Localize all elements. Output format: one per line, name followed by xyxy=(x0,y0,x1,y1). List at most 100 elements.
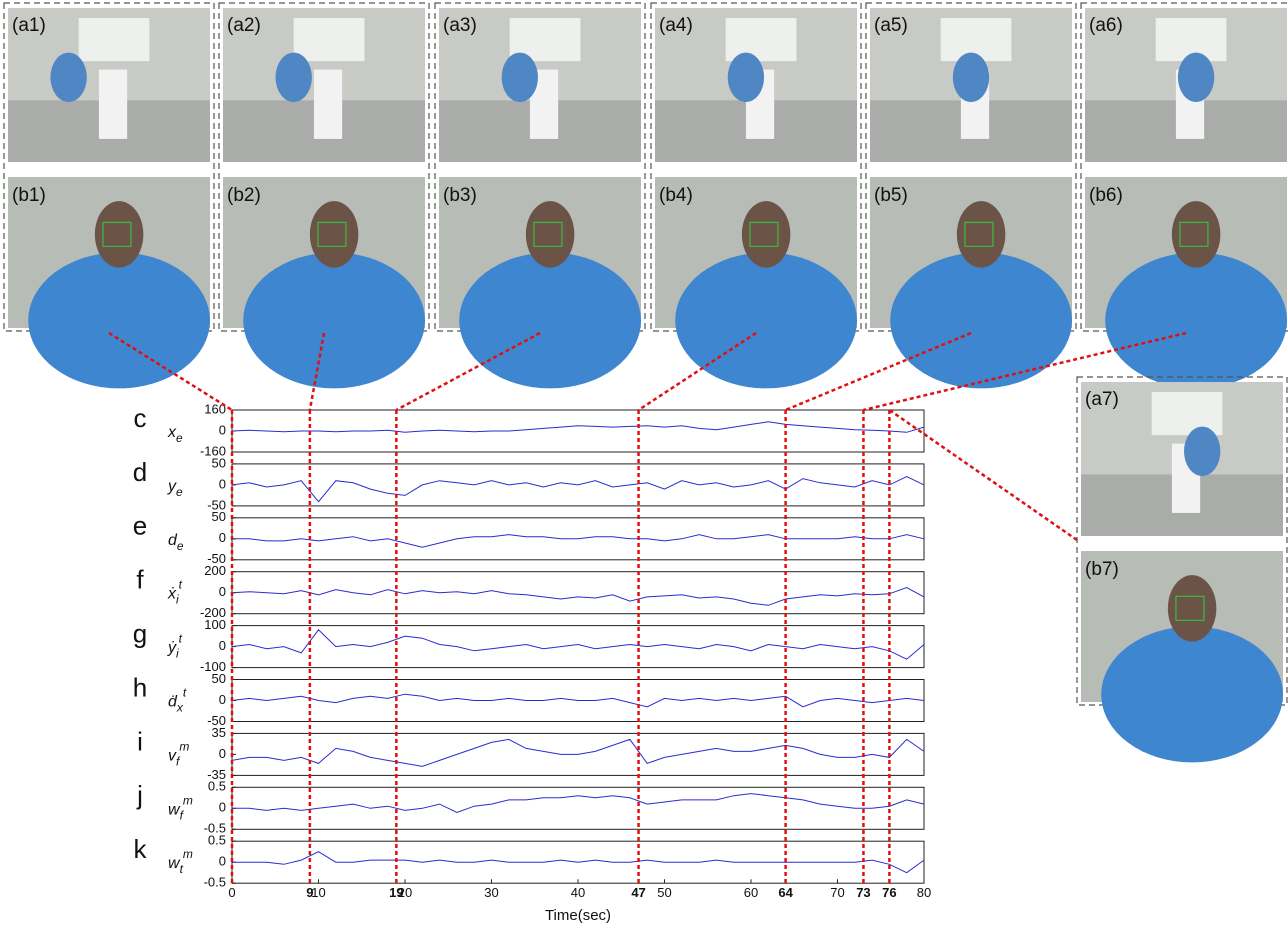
person xyxy=(50,53,86,102)
y-label-sub: i xyxy=(176,647,179,661)
event-label: 64 xyxy=(778,885,793,900)
person xyxy=(243,253,425,389)
person xyxy=(502,53,538,102)
head xyxy=(526,201,574,267)
y-label-sub: i xyxy=(176,593,179,607)
robot xyxy=(99,70,127,139)
plot-frame xyxy=(232,410,924,452)
panel-label: (b5) xyxy=(874,185,908,206)
panel-label: (a2) xyxy=(227,15,261,36)
person xyxy=(728,53,764,102)
panel-label: (b6) xyxy=(1089,185,1123,206)
whiteboard xyxy=(294,18,365,61)
panel-letter: c xyxy=(134,403,147,433)
y-tick-label: 0 xyxy=(219,476,226,491)
y-axis-label: ẏit xyxy=(167,632,183,661)
y-tick-label: 0 xyxy=(219,692,226,707)
panel-label: (b2) xyxy=(227,185,261,206)
head xyxy=(95,201,143,267)
signal-line xyxy=(232,852,924,873)
whiteboard xyxy=(726,18,797,61)
head xyxy=(310,201,358,267)
y-tick-label: 0 xyxy=(219,584,226,599)
panel-label: (a6) xyxy=(1089,15,1123,36)
y-axis-label: ye xyxy=(167,478,183,499)
plot-frame xyxy=(232,787,924,829)
panel-label: (a4) xyxy=(659,15,693,36)
signal-line xyxy=(232,422,924,433)
y-tick-label: 0 xyxy=(219,800,226,815)
panel-letter: f xyxy=(136,565,144,595)
panel-letter: d xyxy=(133,457,147,487)
panel-letter: i xyxy=(137,726,143,756)
event-label: 76 xyxy=(882,885,896,900)
signal-line xyxy=(232,794,924,813)
panel-label: (a3) xyxy=(443,15,477,36)
x-tick-label: 0 xyxy=(228,885,235,900)
x-tick-label: 60 xyxy=(744,885,758,900)
person xyxy=(1101,627,1283,763)
whiteboard xyxy=(79,18,150,61)
panel-label: (a1) xyxy=(12,15,46,36)
panel-letter: j xyxy=(136,780,143,810)
x-tick-label: 50 xyxy=(657,885,671,900)
y-label-sup: m xyxy=(183,847,193,861)
signal-line xyxy=(232,739,924,766)
y-axis-label: ẋit xyxy=(167,578,183,607)
person xyxy=(890,253,1072,389)
y-tick-label: 50 xyxy=(212,671,226,686)
x-tick-label: 40 xyxy=(571,885,585,900)
person xyxy=(1105,253,1287,389)
panel-label: (b3) xyxy=(443,185,477,206)
panel-label: (a7) xyxy=(1085,389,1119,410)
y-tick-label: 50 xyxy=(212,509,226,524)
plot-frame xyxy=(232,572,924,614)
y-tick-label: 0 xyxy=(219,422,226,437)
figure: (a1)(b1)(a2)(b2)(a3)(b3)(a4)(b4)(a5)(b5)… xyxy=(0,0,1288,932)
y-label-sup: t xyxy=(179,632,183,646)
y-tick-label: 0.5 xyxy=(208,833,226,848)
y-axis-label: wtm xyxy=(168,847,193,876)
y-label-sup: t xyxy=(179,578,183,592)
event-label: 19 xyxy=(389,885,403,900)
y-axis-label: wfm xyxy=(168,793,193,822)
person xyxy=(459,253,641,389)
x-axis-label: Time(sec) xyxy=(545,907,611,924)
y-tick-label: 0.5 xyxy=(208,779,226,794)
person xyxy=(28,253,210,389)
head xyxy=(957,201,1005,267)
y-tick-label: 200 xyxy=(204,563,226,578)
signal-line xyxy=(232,535,924,548)
y-label-sup: m xyxy=(183,793,193,807)
person xyxy=(1178,53,1214,102)
panel-letter: h xyxy=(133,672,147,702)
person xyxy=(276,53,312,102)
panel-letter: k xyxy=(134,834,148,864)
y-axis-label: de xyxy=(168,532,184,553)
y-label-sub: t xyxy=(180,862,184,876)
y-tick-label: 50 xyxy=(212,455,226,470)
y-label-sub: e xyxy=(176,485,183,499)
signal-line xyxy=(232,630,924,659)
person xyxy=(953,53,989,102)
y-axis-label: ḋxt xyxy=(168,686,187,715)
panel-label: (b4) xyxy=(659,185,693,206)
signal-line xyxy=(232,477,924,502)
panel-label: (b7) xyxy=(1085,559,1119,580)
head xyxy=(742,201,790,267)
y-tick-label: 0 xyxy=(219,638,226,653)
y-label-sub: f xyxy=(176,754,181,768)
head xyxy=(1168,575,1216,641)
y-tick-label: 100 xyxy=(204,617,226,632)
y-label-sub: x xyxy=(176,701,184,715)
signal-line xyxy=(232,588,924,606)
y-tick-label: 0 xyxy=(219,854,226,869)
y-tick-label: -0.5 xyxy=(204,875,226,890)
y-label-sup: m xyxy=(179,739,189,753)
panel-letter: g xyxy=(133,618,147,648)
event-label: 47 xyxy=(631,885,645,900)
y-tick-label: 35 xyxy=(212,725,226,740)
y-tick-label: 0 xyxy=(219,746,226,761)
whiteboard xyxy=(1152,392,1223,435)
head xyxy=(1172,201,1220,267)
